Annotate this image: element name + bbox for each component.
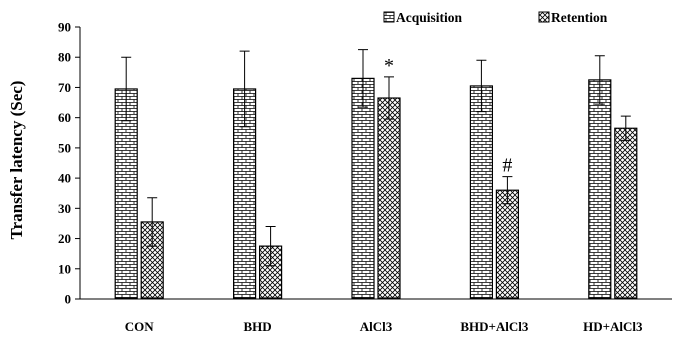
legend-swatch-retention — [538, 11, 550, 23]
bar-retention-hd-alcl3 — [614, 127, 638, 299]
legend-label-retention: Retention — [551, 10, 608, 25]
category-label-bhd: BHD — [244, 319, 272, 334]
bar-acquisition-bhd-alcl3 — [469, 85, 493, 299]
y-tick-label: 80 — [58, 50, 71, 65]
legend-item-retention: Retention — [538, 10, 608, 25]
y-tick-label: 70 — [58, 80, 71, 95]
error-bar-acquisition-alcl3 — [358, 49, 368, 108]
bar-acquisition-hd-alcl3 — [588, 79, 612, 299]
significance-marker: # — [502, 155, 512, 177]
category-label-con: CON — [125, 319, 155, 334]
legend-item-acquisition: Acquisition — [383, 10, 463, 25]
bar-acquisition-alcl3 — [351, 77, 375, 299]
error-bar-acquisition-bhd — [239, 50, 250, 128]
error-bar-retention-hd-alcl3 — [620, 115, 631, 141]
error-bar-retention-bhd — [265, 225, 276, 267]
bars — [114, 77, 638, 299]
y-tick-label: 30 — [58, 201, 71, 216]
legend-label-acquisition: Acquisition — [396, 10, 463, 25]
error-bar-acquisition-hd-alcl3 — [594, 55, 605, 105]
error-bar-retention-con — [147, 197, 158, 247]
category-label-bhd-alcl3: BHD+AlCl3 — [460, 319, 529, 334]
error-bar-retention-alcl3 — [384, 76, 394, 120]
y-tick-label: 60 — [58, 110, 71, 125]
significance-marker: * — [384, 55, 394, 77]
y-tick-label: 90 — [58, 20, 71, 35]
y-tick-label: 50 — [58, 140, 71, 155]
error-bars — [121, 49, 631, 267]
category-label-hd-alcl3: HD+AlCl3 — [583, 319, 643, 334]
category-labels: CON BHD AlCl3 BHD+AlCl3 HD+AlCl3 — [125, 319, 643, 334]
error-bar-acquisition-con — [121, 56, 132, 122]
legend: Acquisition Retention — [383, 10, 608, 25]
error-bar-acquisition-bhd-alcl3 — [476, 59, 487, 113]
bar-retention-alcl3 — [377, 97, 401, 299]
y-tick-label: 20 — [58, 231, 71, 246]
y-tick-label: 40 — [58, 171, 71, 186]
legend-swatch-acquisition — [383, 11, 395, 23]
category-label-alcl3: AlCl3 — [360, 319, 393, 334]
y-axis: 0 10 20 30 40 50 60 70 80 90 — [58, 20, 672, 307]
y-tick-label: 10 — [58, 261, 71, 276]
y-tick-label: 0 — [65, 292, 72, 307]
error-bar-retention-bhd-alcl3 — [502, 176, 513, 205]
annotations: *# — [384, 55, 512, 177]
y-axis-label: Transfer latency (Sec) — [7, 81, 26, 240]
bar-retention-bhd-alcl3 — [495, 189, 519, 299]
